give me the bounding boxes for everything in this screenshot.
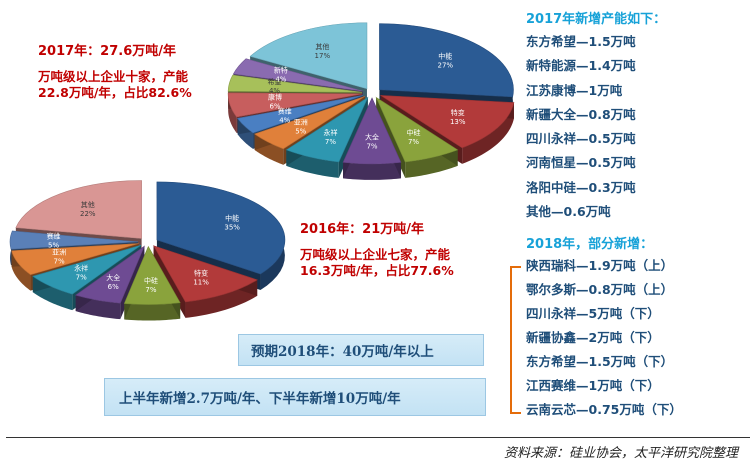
callout-2017-head: 2017年：27.6万吨/年 <box>38 44 177 59</box>
slice-value-label: 4% <box>275 76 286 84</box>
pie-1-slice-亚洲 <box>11 243 139 275</box>
slice-category-label: 永祥 <box>74 263 88 272</box>
pie-1-slice-中能 <box>156 181 286 275</box>
slice-value-label: 4% <box>279 116 290 124</box>
list-2017-item: 其他—0.6万吨 <box>526 204 611 220</box>
callout-2017: 2017年：27.6万吨/年 万吨级以上企业十家，产能 22.8万吨/年，占比8… <box>38 44 192 101</box>
list-2017-item: 河南恒星—0.5万吨 <box>526 155 636 171</box>
slice-category-label: 其他 <box>315 42 329 51</box>
pie-1-slice-特变 <box>152 245 258 303</box>
pie-0-slice-其他 <box>249 22 368 90</box>
slice-category-label: 大全 <box>106 273 120 282</box>
list-2017: 东方希望—1.5万吨 新特能源—1.4万吨 江苏康博—1万吨 新疆大全—0.8万… <box>526 30 636 224</box>
slice-value-label: 13% <box>450 118 466 126</box>
list-2018: 陕西瑞科—1.9万吨（上） 鄂尔多斯—0.8万吨（上） 四川永祥—5万吨（下） … <box>526 254 682 422</box>
slice-value-label: 7% <box>54 258 65 266</box>
slice-value-label: 6% <box>108 283 119 291</box>
pie-1-slice-其他 <box>15 180 142 239</box>
pie-0-slice-亚洲 <box>254 96 365 150</box>
callout-2017-line1: 万吨级以上企业十家，产能 <box>38 69 189 84</box>
slice-value-label: 5% <box>295 127 306 135</box>
slice-value-label: 5% <box>48 242 59 250</box>
pie-0-slice-赛维 <box>237 94 364 134</box>
slice-value-label: 4% <box>269 87 280 95</box>
pie-0-slice-新特 <box>232 58 363 92</box>
slice-category-label: 中硅 <box>407 128 421 137</box>
list-2017-item: 洛阳中硅—0.3万吨 <box>526 179 636 195</box>
slice-category-label: 特变 <box>451 108 465 117</box>
slice-category-label: 康博 <box>268 92 282 101</box>
pie-0-slice-side <box>228 92 237 133</box>
slice-category-label: 特变 <box>194 268 208 277</box>
slice-value-label: 17% <box>315 52 331 60</box>
pie-0: 中能27%特变13%中硅7%大全7%永祥7%亚洲5%赛维4%康博6%希望4%新特… <box>227 22 515 180</box>
list-2017-item: 东方希望—1.5万吨 <box>526 34 636 49</box>
list-2017-item: 新特能源—1.4万吨 <box>526 58 636 74</box>
list-2018-item: 云南云芯—0.75万吨（下） <box>526 402 682 417</box>
slice-value-label: 7% <box>325 138 336 146</box>
forecast-box: 预期2018年：40万吨/年以上 <box>238 334 484 366</box>
slice-category-label: 新特 <box>274 66 288 75</box>
pie-1-slice-永祥 <box>32 244 142 295</box>
slice-category-label: 中能 <box>438 52 452 61</box>
slice-category-label: 亚洲 <box>294 118 308 126</box>
pie-1-slice-side <box>124 302 181 321</box>
callout-2016: 2016年：21万吨/年 万吨级以上企业七家，产能 16.3万吨/年，占比77.… <box>300 222 454 279</box>
list-2017-item: 江苏康博—1万吨 <box>526 82 623 98</box>
slice-value-label: 27% <box>438 62 454 70</box>
list-2017-item: 新疆大全—0.8万吨 <box>526 106 636 122</box>
pie-1-slice-赛维 <box>9 230 139 250</box>
slice-value-label: 6% <box>269 102 280 110</box>
slice-category-label: 希望 <box>268 77 282 86</box>
slice-value-label: 35% <box>224 224 240 232</box>
slice-category-label: 中硅 <box>144 276 158 285</box>
pie-0-slice-中硅 <box>375 96 459 163</box>
pie-0-slice-side <box>462 102 514 164</box>
pie-0-slice-希望 <box>227 74 363 93</box>
list-2017-title: 2017年新增产能如下： <box>526 12 667 27</box>
slice-category-label: 其他 <box>81 200 95 209</box>
slice-value-label: 7% <box>145 286 156 294</box>
pie-0-slice-永祥 <box>285 96 369 163</box>
source-footer: 资料来源：硅业协会，太平洋研究院整理 <box>503 446 738 461</box>
list-2018-item: 四川永祥—5万吨（下） <box>526 306 660 321</box>
pie-0-slice-康博 <box>227 92 363 118</box>
pie-0-slice-中能 <box>379 23 514 98</box>
halfyear-text: 上半年新增2.7万吨/年、下半年新增10万吨/年 <box>119 391 401 407</box>
slice-category-label: 赛维 <box>47 232 61 241</box>
pie-0-slice-特变 <box>379 95 515 149</box>
slice-value-label: 11% <box>193 278 209 286</box>
list-2018-item: 陕西瑞科—1.9万吨（上） <box>526 258 674 273</box>
list-2018-bracket <box>510 266 521 414</box>
slice-category-label: 中能 <box>225 214 239 223</box>
list-2018-item: 新疆协鑫—2万吨（下） <box>526 330 660 345</box>
list-2018-item: 东方希望—1.5万吨（下） <box>526 354 674 369</box>
list-2017-item: 四川永祥—0.5万吨 <box>526 131 636 147</box>
callout-2016-head: 2016年：21万吨/年 <box>300 222 425 237</box>
slice-value-label: 7% <box>76 273 87 281</box>
list-2018-item: 江西赛维—1万吨（下） <box>526 378 660 393</box>
callout-2017-line2: 22.8万吨/年，占比82.6% <box>38 85 192 100</box>
slice-category-label: 大全 <box>365 132 379 141</box>
slice-value-label: 7% <box>366 142 377 150</box>
list-2018-item: 鄂尔多斯—0.8万吨（上） <box>526 282 674 297</box>
callout-2016-line1: 万吨级以上企业七家，产能 <box>300 247 451 262</box>
pie-0-slice-大全 <box>342 97 402 165</box>
pie-1-slice-中硅 <box>123 245 181 305</box>
slice-value-label: 7% <box>408 138 419 146</box>
halfyear-box: 上半年新增2.7万吨/年、下半年新增10万吨/年 <box>104 378 486 416</box>
slice-value-label: 22% <box>80 210 96 218</box>
pie-1-slice-大全 <box>75 245 146 304</box>
list-2018-title: 2018年，部分新增： <box>526 237 654 252</box>
forecast-text: 预期2018年：40万吨/年以上 <box>251 344 434 360</box>
slice-category-label: 赛维 <box>278 106 292 115</box>
slice-category-label: 亚洲 <box>52 249 66 257</box>
slice-category-label: 永祥 <box>323 128 337 137</box>
callout-2016-line2: 16.3万吨/年，占比77.6% <box>300 263 454 278</box>
footer-divider <box>6 437 750 438</box>
pie-0-slice-side <box>343 162 401 180</box>
